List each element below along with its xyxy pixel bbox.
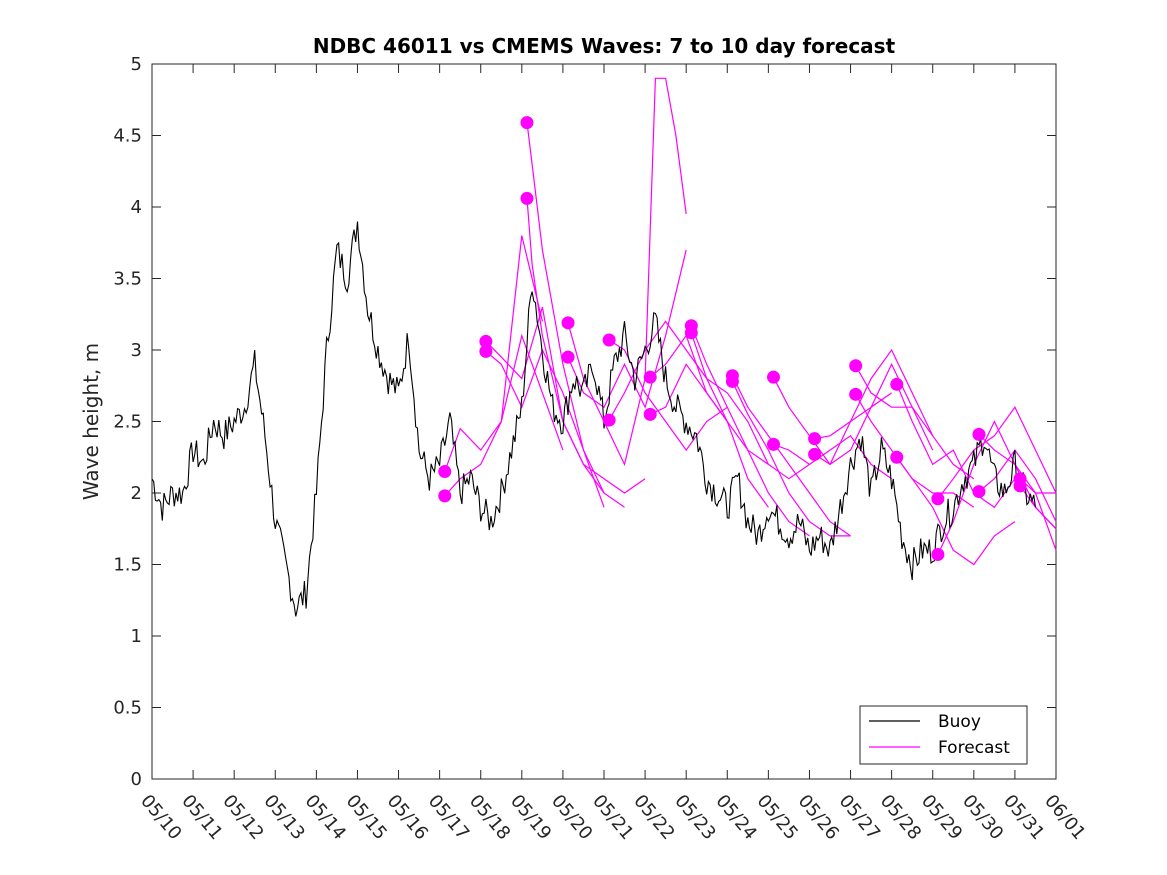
forecast-start-marker <box>849 359 863 373</box>
legend-box <box>859 705 1028 765</box>
x-tick-label: 05/15 <box>342 791 391 844</box>
buoy-series <box>151 221 1037 617</box>
forecast-line <box>444 333 564 497</box>
forecast-start-marker <box>643 370 657 384</box>
legend: Buoy Forecast <box>859 705 1028 765</box>
forecast-start-marker <box>520 191 534 205</box>
forecast-start-marker <box>479 334 493 348</box>
forecast-line <box>485 348 605 508</box>
forecast-line <box>690 332 810 480</box>
x-tick-label: 05/30 <box>958 791 1007 844</box>
forecast-line <box>937 406 1057 500</box>
forecast-start-marker <box>931 547 945 561</box>
x-tick-label: 05/28 <box>876 791 925 844</box>
y-tick-label: 3.5 <box>113 269 142 290</box>
y-axis-label: Wave height, m <box>79 343 103 500</box>
forecast-start-markers <box>438 116 1027 561</box>
y-tick-label: 4 <box>131 197 142 218</box>
forecast-line <box>773 434 892 480</box>
legend-label: Buoy <box>938 712 981 732</box>
forecast-start-marker <box>602 333 616 347</box>
forecast-line <box>814 348 934 466</box>
y-tick-label: 0.5 <box>113 698 142 719</box>
forecast-line <box>608 339 728 452</box>
y-tick-label: 2.5 <box>113 412 142 433</box>
legend-label: Forecast <box>938 738 1010 758</box>
forecast-line <box>526 122 625 508</box>
y-tick-label: 3 <box>131 340 142 361</box>
x-tick-label: 05/26 <box>794 791 843 844</box>
y-tick-label: 4.5 <box>113 126 142 147</box>
forecast-start-marker <box>725 374 739 388</box>
x-tick-label: 05/16 <box>383 791 432 844</box>
x-tick-label: 05/27 <box>835 791 884 844</box>
y-tick-label: 0 <box>131 769 142 790</box>
y-tick-label: 1 <box>131 626 142 647</box>
forecast-series <box>444 77 1057 566</box>
x-tick-label: 05/31 <box>999 791 1048 844</box>
forecast-start-marker <box>561 316 575 330</box>
x-tick-label: 05/29 <box>917 791 966 844</box>
forecast-start-marker <box>438 465 452 479</box>
x-tick-label: 05/11 <box>177 791 226 844</box>
x-tick-label: 05/13 <box>259 791 308 844</box>
forecast-start-marker <box>602 413 616 427</box>
y-tick-label: 5 <box>131 54 142 75</box>
forecast-start-marker <box>767 370 780 384</box>
x-tick-label: 05/25 <box>753 791 802 844</box>
forecast-line <box>855 365 975 480</box>
forecast-start-marker <box>561 350 575 364</box>
x-tick-label: 05/10 <box>136 791 185 844</box>
forecast-start-marker <box>438 489 452 503</box>
forecast-line <box>731 375 851 537</box>
x-tick-label: 06/01 <box>1040 791 1089 844</box>
y-tick-label: 1.5 <box>113 555 142 576</box>
y-tick-label: 2 <box>131 483 142 504</box>
x-tick-label: 05/21 <box>588 791 637 844</box>
forecast-start-marker <box>849 387 863 401</box>
x-tick-label: 05/19 <box>506 791 555 844</box>
forecast-line <box>896 384 1016 509</box>
x-tick-label: 05/22 <box>629 791 678 844</box>
forecast-start-marker <box>767 437 780 451</box>
forecast-start-marker <box>643 407 657 421</box>
forecast-line <box>896 456 1016 566</box>
forecast-line <box>526 198 646 494</box>
forecast-start-marker <box>1013 479 1027 493</box>
forecast-start-marker <box>808 447 822 461</box>
x-tick-label: 05/14 <box>301 791 350 844</box>
forecast-line <box>814 362 934 451</box>
forecast-start-marker <box>972 427 986 441</box>
forecast-start-marker <box>684 326 698 340</box>
forecast-start-marker <box>890 450 904 464</box>
x-tick-label: 05/24 <box>711 791 760 844</box>
forecast-line <box>649 334 769 465</box>
forecast-start-marker <box>972 485 986 499</box>
forecast-start-marker <box>479 344 493 358</box>
forecast-line <box>731 381 851 537</box>
forecast-line <box>690 325 810 537</box>
forecast-start-marker <box>890 377 904 391</box>
x-tick-label: 05/12 <box>218 791 267 844</box>
chart-title: NDBC 46011 vs CMEMS Waves: 7 to 10 day f… <box>313 34 896 58</box>
x-tick-label: 05/18 <box>465 791 514 844</box>
forecast-line <box>444 235 543 472</box>
x-tick-label: 05/17 <box>424 791 473 844</box>
x-tick-label: 05/23 <box>670 791 719 844</box>
buoy-line <box>151 221 1037 617</box>
x-tick-label: 05/20 <box>547 791 596 844</box>
forecast-line <box>649 363 769 508</box>
forecast-start-marker <box>808 432 822 446</box>
forecast-line <box>978 433 1057 551</box>
forecast-line <box>567 249 687 409</box>
forecast-line <box>567 77 687 467</box>
forecast-start-marker <box>931 492 945 506</box>
forecast-start-marker <box>520 116 534 130</box>
